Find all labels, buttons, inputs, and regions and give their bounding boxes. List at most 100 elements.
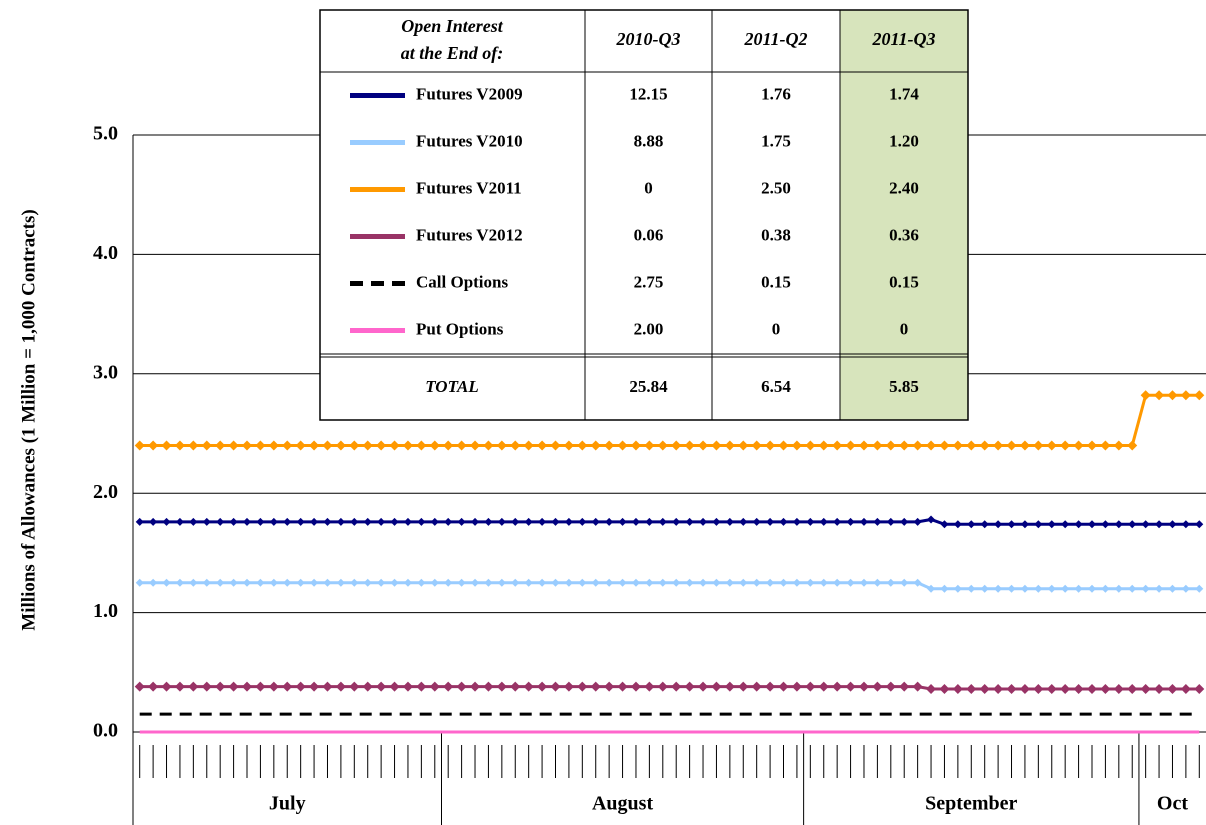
point-marker — [859, 517, 868, 526]
point-marker — [725, 578, 734, 587]
point-marker — [1061, 520, 1070, 529]
table-cell: 8.88 — [634, 131, 664, 150]
point-marker — [511, 517, 520, 526]
point-marker — [966, 440, 977, 451]
point-marker — [309, 440, 320, 451]
point-marker — [684, 440, 695, 451]
table-column-header: 2011-Q2 — [744, 29, 808, 49]
point-marker — [872, 440, 883, 451]
point-marker — [617, 681, 628, 692]
point-marker — [873, 578, 882, 587]
point-marker — [846, 578, 855, 587]
point-marker — [256, 578, 265, 587]
point-marker — [1113, 684, 1124, 695]
point-marker — [590, 440, 601, 451]
point-marker — [1007, 584, 1016, 593]
point-marker — [590, 681, 601, 692]
point-marker — [295, 440, 306, 451]
point-marker — [698, 440, 709, 451]
table-cell: 1.75 — [761, 131, 791, 150]
point-marker — [739, 517, 748, 526]
point-marker — [791, 440, 802, 451]
point-marker — [885, 440, 896, 451]
point-marker — [403, 517, 412, 526]
point-marker — [926, 684, 937, 695]
point-marker — [792, 578, 801, 587]
point-marker — [1086, 684, 1097, 695]
table-column-header: 2011-Q3 — [872, 29, 936, 49]
point-marker — [1100, 440, 1111, 451]
point-marker — [1073, 440, 1084, 451]
point-marker — [174, 681, 185, 692]
point-marker — [1195, 520, 1204, 529]
point-marker — [456, 440, 467, 451]
point-marker — [1087, 584, 1096, 593]
legend-label: Futures V2009 — [416, 84, 523, 103]
point-marker — [699, 578, 708, 587]
table-cell: 0.36 — [889, 225, 919, 244]
point-marker — [1100, 684, 1111, 695]
point-marker — [1074, 584, 1083, 593]
point-marker — [913, 517, 922, 526]
point-marker — [993, 440, 1004, 451]
table-cell: 0.15 — [889, 272, 919, 291]
point-marker — [1020, 584, 1029, 593]
point-marker — [134, 440, 145, 451]
point-marker — [1154, 390, 1165, 401]
point-marker — [591, 578, 600, 587]
point-marker — [350, 517, 359, 526]
point-marker — [952, 684, 963, 695]
point-marker — [751, 681, 762, 692]
point-marker — [416, 440, 427, 451]
point-marker — [1007, 520, 1016, 529]
point-marker — [510, 440, 521, 451]
point-marker — [1006, 440, 1017, 451]
point-marker — [657, 440, 668, 451]
point-marker — [940, 520, 949, 529]
table-cell: 2.50 — [761, 178, 791, 197]
point-marker — [591, 517, 600, 526]
y-axis-label: Millions of Allowances (1 Million = 1,00… — [18, 209, 39, 630]
point-marker — [550, 681, 561, 692]
point-marker — [444, 517, 453, 526]
point-marker — [644, 440, 655, 451]
point-marker — [685, 517, 694, 526]
table-cell: 0.06 — [634, 225, 664, 244]
point-marker — [497, 578, 506, 587]
point-marker — [323, 517, 332, 526]
point-marker — [242, 440, 253, 451]
point-marker — [712, 517, 721, 526]
point-marker — [1060, 440, 1071, 451]
highlight-column — [840, 10, 968, 420]
point-marker — [858, 440, 869, 451]
table-cell: 2.75 — [634, 272, 664, 291]
point-marker — [470, 681, 481, 692]
point-marker — [980, 520, 989, 529]
x-group-label: September — [925, 793, 1017, 815]
point-marker — [644, 681, 655, 692]
point-marker — [496, 440, 507, 451]
point-marker — [243, 517, 252, 526]
point-marker — [215, 440, 226, 451]
point-marker — [161, 681, 172, 692]
point-marker — [711, 440, 722, 451]
point-marker — [296, 578, 305, 587]
point-marker — [1086, 440, 1097, 451]
point-marker — [872, 681, 883, 692]
point-marker — [765, 681, 776, 692]
point-marker — [497, 517, 506, 526]
point-marker — [1141, 520, 1150, 529]
point-marker — [149, 578, 158, 587]
point-marker — [832, 681, 843, 692]
point-marker — [215, 681, 226, 692]
point-marker — [175, 517, 184, 526]
point-marker — [550, 440, 561, 451]
point-marker — [1047, 584, 1056, 593]
point-marker — [189, 517, 198, 526]
x-group-label: Oct — [1157, 793, 1188, 815]
point-marker — [1101, 584, 1110, 593]
point-marker — [1034, 584, 1043, 593]
point-marker — [336, 578, 345, 587]
table-header: Open Interest — [401, 16, 504, 36]
point-marker — [1033, 684, 1044, 695]
